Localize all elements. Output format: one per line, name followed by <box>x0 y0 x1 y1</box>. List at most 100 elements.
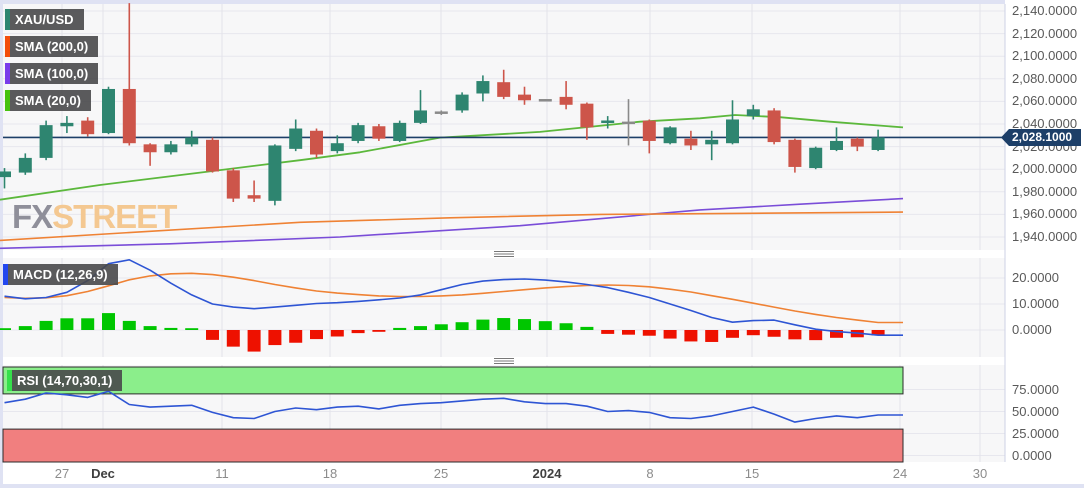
price-axis-label: 2,000.0000 <box>1012 161 1078 177</box>
macd-signal-line <box>4 272 903 324</box>
pane-resize-handle-icon[interactable] <box>494 251 514 258</box>
macd-histogram-bar <box>60 318 74 330</box>
legend-symbol[interactable]: XAU/USD <box>5 9 84 30</box>
candle-body <box>310 130 323 155</box>
legend-sma20[interactable]: SMA (20,0) <box>5 90 91 111</box>
legend-rsi[interactable]: RSI (14,70,30,1) <box>7 370 123 391</box>
candle-body <box>830 140 843 150</box>
price-axis-label: 2,120.0000 <box>1012 25 1078 41</box>
x-axis-label-2024: 2024 <box>532 466 562 481</box>
x-axis-label-8: 8 <box>646 466 654 481</box>
candle-body <box>0 171 11 178</box>
x-axis-label-25: 25 <box>433 466 449 481</box>
macd-histogram-bar <box>289 330 303 343</box>
rsi-color-swatch <box>7 370 12 391</box>
macd-color-swatch <box>3 264 8 285</box>
price-axis-label: 1,960.0000 <box>1012 206 1078 222</box>
price-axis-label: 2,100.0000 <box>1012 48 1078 64</box>
candle-body <box>726 119 739 144</box>
legend-sma20-label: SMA (20,0) <box>15 93 81 108</box>
frame-bottom <box>0 484 1084 488</box>
candle-body <box>122 88 136 144</box>
candle-body <box>663 127 677 144</box>
macd-histogram-bar <box>726 330 739 338</box>
macd-histogram-bar <box>268 330 282 346</box>
candle-body <box>767 110 781 143</box>
candle-body <box>330 143 344 152</box>
macd-histogram-bar <box>143 326 157 330</box>
candle-body <box>60 122 74 127</box>
x-axis-label-15: 15 <box>744 466 760 481</box>
macd-histogram-bar <box>601 330 615 334</box>
candle-body <box>289 128 303 149</box>
candle-body <box>102 88 115 134</box>
macd-histogram-bar <box>330 330 344 337</box>
x-axis-label-27: 27 <box>54 466 70 481</box>
rsi-axis-label: 0.0000 <box>1012 447 1052 463</box>
candle-body <box>18 157 32 173</box>
macd-histogram-bar <box>206 330 219 340</box>
macd-histogram-bar <box>455 322 469 330</box>
x-axis-label-Dec: Dec <box>91 466 115 481</box>
macd-histogram-bar <box>81 318 95 330</box>
frame-top <box>0 0 1005 4</box>
candle-body <box>684 138 698 146</box>
rsi-axis-label: 25.0000 <box>1012 425 1059 441</box>
x-axis-label-24: 24 <box>892 466 908 481</box>
sma20-color-swatch <box>5 90 10 111</box>
price-axis-label: 2,080.0000 <box>1012 70 1078 86</box>
macd-histogram-bar <box>684 330 698 342</box>
macd-histogram-bar <box>705 330 719 342</box>
candle-body <box>393 122 407 141</box>
macd-histogram-bar <box>767 330 781 337</box>
macd-histogram-bar <box>663 330 677 339</box>
macd-histogram-bar <box>830 330 843 338</box>
macd-axis-label: 0.0000 <box>1012 322 1052 337</box>
macd-axis-label: 20.0000 <box>1012 270 1059 285</box>
candle-body <box>81 120 95 135</box>
candle-body <box>622 121 635 125</box>
fxstreet-watermark: FXSTREET <box>12 198 177 236</box>
rsi-oversold-band <box>2 428 904 463</box>
macd-histogram-bar <box>642 330 656 336</box>
legend-sma100-label: SMA (100,0) <box>15 66 89 81</box>
candle-body <box>351 125 365 141</box>
candle-body <box>746 109 760 117</box>
macd-histogram-bar <box>393 327 407 330</box>
legend-sma200[interactable]: SMA (200,0) <box>5 36 99 57</box>
macd-histogram-bar <box>185 328 199 330</box>
candle-body <box>414 110 427 123</box>
watermark-street: STREET <box>52 198 177 235</box>
legend-rsi-label: RSI (14,70,30,1) <box>17 373 113 388</box>
macd-histogram-bar <box>538 321 552 330</box>
pane-resize-handle-icon[interactable] <box>494 358 514 365</box>
macd-histogram-bar <box>0 328 11 330</box>
candle-body <box>788 139 802 167</box>
candle-body <box>226 170 240 199</box>
macd-axis-label: 10.0000 <box>1012 296 1059 311</box>
candle-body <box>705 139 719 145</box>
x-axis-label-30: 30 <box>972 466 988 481</box>
macd-histogram-bar <box>351 330 365 334</box>
x-axis-label-11: 11 <box>215 466 229 481</box>
macd-histogram-bar <box>39 320 53 330</box>
price-axis-label: 2,060.0000 <box>1012 93 1078 109</box>
sma100-color-swatch <box>5 63 10 84</box>
candle-body <box>39 125 53 158</box>
candle-body <box>601 120 615 123</box>
candle-body <box>809 147 823 169</box>
candle-body <box>164 144 178 153</box>
candle-body <box>497 82 511 97</box>
macd-histogram-bar <box>622 330 635 335</box>
candle-body <box>247 195 261 199</box>
candle-body <box>434 111 448 114</box>
x-axis-label-18: 18 <box>322 466 338 481</box>
candle-body <box>143 144 157 153</box>
macd-histogram-bar <box>746 330 760 336</box>
legend-sma100[interactable]: SMA (100,0) <box>5 63 99 84</box>
macd-histogram-bar <box>414 326 427 330</box>
candle-body <box>580 103 594 128</box>
legend-macd[interactable]: MACD (12,26,9) <box>3 264 118 285</box>
